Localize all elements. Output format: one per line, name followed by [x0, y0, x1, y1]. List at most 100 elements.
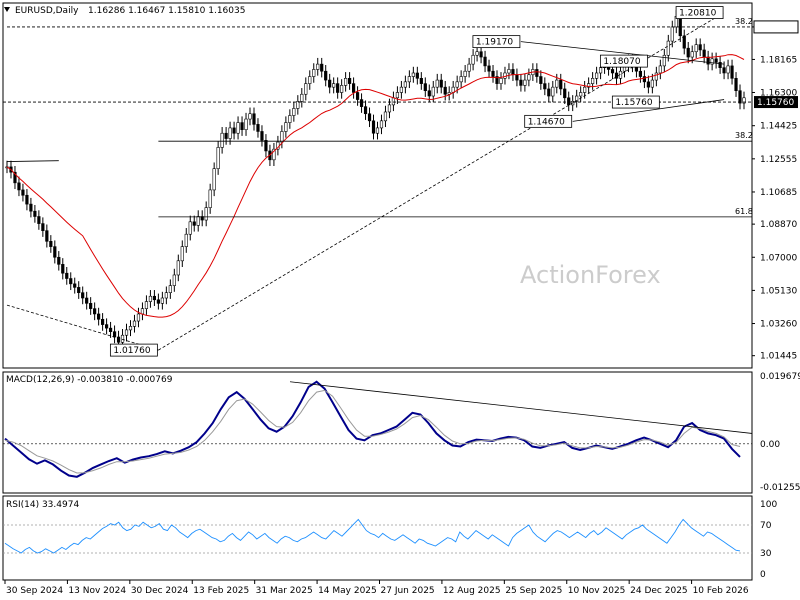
price-tick-label: 1.03260	[760, 320, 797, 330]
candle-body	[57, 256, 61, 265]
candle-body	[93, 308, 97, 315]
candle-body	[45, 230, 49, 242]
trendline	[6, 304, 159, 351]
candle-body	[483, 56, 487, 67]
candle-body	[29, 203, 33, 212]
panel-frame	[2, 2, 753, 369]
candle-body	[144, 301, 149, 309]
candle-body	[340, 85, 344, 93]
fib-level-label: 61.8	[735, 207, 753, 216]
panel-frames	[2, 2, 753, 581]
price-annotation-label: 1.15760	[615, 98, 652, 108]
candle-body	[148, 295, 153, 302]
candle-body	[686, 47, 690, 58]
trendline	[572, 99, 725, 122]
rsi-panel: RSI(14) 33.4974 100 70 30 0	[3, 500, 777, 580]
candle-body	[184, 233, 188, 247]
time-tick-label: 13 Nov 2024	[68, 586, 126, 596]
candle-body	[17, 182, 21, 191]
price-annotation-label: 1.19170	[476, 38, 513, 48]
candle-body	[371, 120, 376, 134]
trendline	[6, 160, 59, 162]
candle-body	[698, 44, 702, 51]
candle-body	[37, 216, 41, 224]
candle-body	[33, 210, 37, 217]
candle-body	[431, 86, 435, 97]
candle-body	[515, 74, 519, 81]
price-panel: ActionForex 38.238.261.8 1.208101.191701…	[3, 6, 799, 362]
candle-body	[344, 78, 348, 86]
candle-body	[519, 79, 523, 86]
candle-body	[575, 95, 579, 102]
candle-body	[642, 76, 647, 83]
time-tick-label: 30 Sep 2024	[6, 586, 63, 596]
candle-body	[367, 113, 372, 122]
candle-body	[348, 78, 352, 84]
candle-body	[128, 326, 133, 331]
candle-body	[240, 122, 244, 130]
candle-body	[304, 83, 308, 95]
candle-body	[399, 86, 403, 93]
candle-body	[587, 83, 591, 88]
candle-body	[563, 88, 567, 99]
price-tick-label: 1.12555	[760, 155, 797, 165]
collapse-arrow-icon[interactable]	[4, 7, 10, 12]
price-axis: 1.200001.181651.163001.144251.125551.106…	[752, 20, 799, 362]
candle-body	[714, 58, 718, 63]
price-annotations: 1.20810 1.19170 1.18070 1.15760 1.14670 1.017…	[109, 6, 724, 357]
candle-body	[654, 72, 658, 81]
fib-level-label: 38.2	[735, 17, 753, 26]
candle-body	[300, 93, 304, 102]
candle-body	[296, 101, 300, 109]
candle-body	[495, 76, 499, 84]
candle-body	[650, 79, 654, 88]
candle-body	[136, 313, 141, 322]
candle-body	[236, 122, 240, 134]
candle-body	[491, 70, 495, 77]
candle-body	[702, 49, 706, 58]
candle-body	[499, 78, 503, 84]
time-tick-label: 13 Feb 2025	[193, 586, 249, 596]
candle-body	[730, 65, 734, 79]
candle-body	[690, 51, 694, 58]
rsi-tick-label: 70	[760, 521, 772, 531]
price-tick-label: 1.14425	[760, 122, 797, 132]
price-annotation-label: 1.18070	[603, 57, 640, 67]
time-tick-label: 12 Aug 2025	[443, 586, 501, 596]
candle-body	[555, 79, 559, 88]
watermark: ActionForex	[520, 261, 661, 289]
chart-ohlc: 1.16286 1.16467 1.15810 1.16035	[88, 6, 245, 16]
candle-body	[49, 241, 53, 247]
candle-body	[734, 78, 738, 92]
candle-body	[196, 216, 200, 226]
candle-body	[411, 72, 415, 77]
price-annotation-box	[109, 343, 158, 357]
candle-body	[101, 318, 105, 325]
candle-body	[312, 69, 316, 77]
candle-body	[220, 132, 224, 148]
price-tick-label: 1.05130	[760, 286, 797, 296]
price-tick-label: 1.07000	[760, 253, 797, 263]
candle-body	[351, 83, 356, 93]
candle-body	[216, 147, 220, 169]
candle-body	[284, 122, 288, 132]
candle-body	[73, 283, 77, 288]
candle-body	[288, 115, 292, 123]
candle-body	[256, 124, 260, 132]
time-tick-label: 31 Mar 2025	[256, 586, 313, 596]
candle-body	[228, 127, 232, 139]
candle-body	[244, 118, 248, 130]
time-tick-label: 27 Jun 2025	[381, 586, 435, 596]
candle-body	[435, 79, 439, 88]
candle-body	[85, 297, 89, 304]
trend-lines: 38.2 38.2 61.8	[3, 12, 753, 351]
candle-body	[535, 69, 539, 77]
time-tick-label: 14 May 2025	[318, 586, 377, 596]
time-tick-label: 10 Feb 2026	[693, 586, 749, 596]
candle-body	[387, 104, 392, 113]
candle-body	[419, 78, 423, 84]
candle-body	[539, 76, 543, 84]
current-price-label: 1.15760	[757, 98, 794, 108]
candle-body	[407, 76, 411, 83]
price-tick-label: 1.01445	[760, 352, 797, 362]
